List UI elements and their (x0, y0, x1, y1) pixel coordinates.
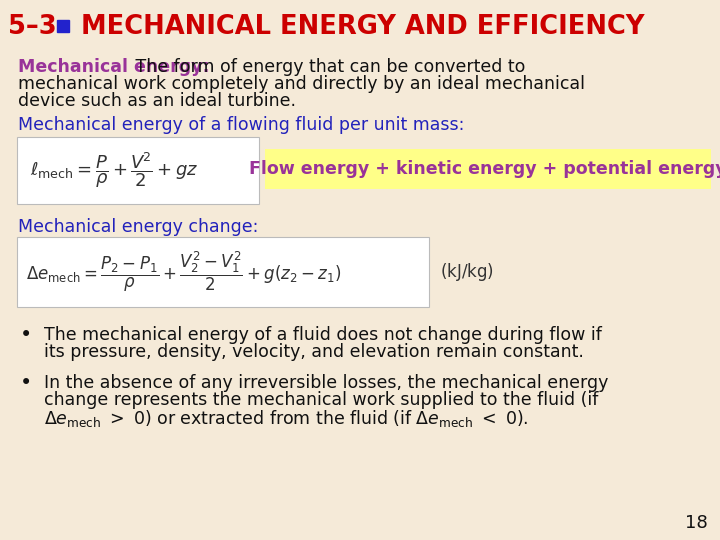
FancyBboxPatch shape (17, 237, 429, 307)
Bar (57, 20, 69, 32)
Text: •: • (20, 325, 32, 345)
Text: MECHANICAL ENERGY AND EFFICIENCY: MECHANICAL ENERGY AND EFFICIENCY (72, 14, 644, 40)
Text: 5–3: 5–3 (8, 14, 66, 40)
Text: Mechanical energy of a flowing fluid per unit mass:: Mechanical energy of a flowing fluid per… (18, 116, 464, 134)
Text: The form of energy that can be converted to: The form of energy that can be converted… (130, 58, 526, 76)
Text: device such as an ideal turbine.: device such as an ideal turbine. (18, 92, 296, 110)
Text: In the absence of any irreversible losses, the mechanical energy: In the absence of any irreversible losse… (44, 374, 608, 392)
Text: change represents the mechanical work supplied to the fluid (if: change represents the mechanical work su… (44, 391, 598, 409)
Text: $\ell_{\mathrm{mech}} = \dfrac{P}{\rho} + \dfrac{V^{\!2}}{2} + gz$: $\ell_{\mathrm{mech}} = \dfrac{P}{\rho} … (30, 151, 199, 191)
Text: Flow energy + kinetic energy + potential energy: Flow energy + kinetic energy + potential… (249, 160, 720, 178)
Text: Mechanical energy change:: Mechanical energy change: (18, 218, 258, 236)
FancyBboxPatch shape (265, 149, 711, 189)
Text: The mechanical energy of a fluid does not change during flow if: The mechanical energy of a fluid does no… (44, 326, 602, 344)
Text: $\Delta e_{\rm mech}$ $>$ 0) or extracted from the fluid (if $\Delta e_{\rm mech: $\Delta e_{\rm mech}$ $>$ 0) or extracte… (44, 408, 528, 429)
Text: Mechanical energy:: Mechanical energy: (18, 58, 210, 76)
FancyBboxPatch shape (17, 137, 259, 204)
Text: its pressure, density, velocity, and elevation remain constant.: its pressure, density, velocity, and ele… (44, 343, 584, 361)
Text: $(\mathrm{kJ/kg})$: $(\mathrm{kJ/kg})$ (440, 261, 494, 283)
Text: •: • (20, 373, 32, 393)
Text: $\Delta e_{\mathrm{mech}} = \dfrac{P_2-P_1}{\rho} + \dfrac{V_2^2-V_1^2}{2} + g(z: $\Delta e_{\mathrm{mech}} = \dfrac{P_2-P… (26, 250, 341, 294)
Text: mechanical work completely and directly by an ideal mechanical: mechanical work completely and directly … (18, 75, 585, 93)
Text: 18: 18 (685, 514, 708, 532)
